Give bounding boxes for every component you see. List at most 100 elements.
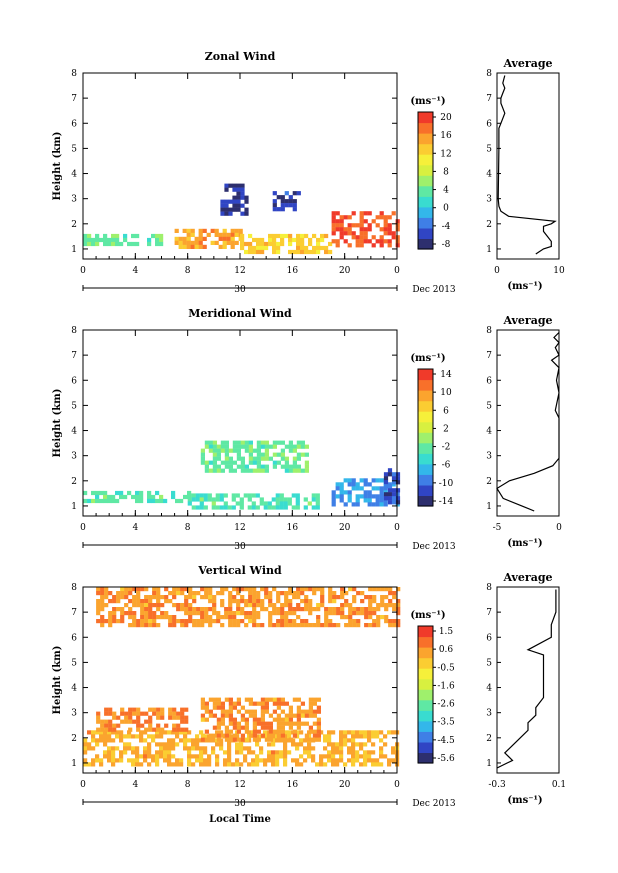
colorbar-swatch [418,668,433,680]
heatmap-cell [252,729,257,734]
heatmap-cell [234,240,239,245]
heatmap-cell [244,241,249,247]
heatmap-cell [171,730,176,735]
colorbar-swatch [418,647,433,659]
heatmap-cell [347,730,352,735]
x-tick-label: 20 [339,780,351,790]
heatmap-cell [216,615,221,620]
heatmap-cell [375,494,380,499]
heatmap-cell [347,498,352,503]
heatmap-cell [379,243,384,248]
heatmap-cell [331,742,336,747]
heatmap-cell [340,587,345,592]
heatmap-cell [204,701,209,706]
heatmap-cell [159,746,164,751]
heatmap-cell [163,742,168,747]
avg-y-tick-label: 6 [486,376,492,386]
heatmap-cell [184,595,189,600]
colorbar-frame [417,368,434,507]
heatmap-cell [220,717,225,722]
x-tick-label: 12 [234,266,245,276]
heatmap-cell [184,619,189,624]
heatmap-cell [248,452,253,457]
heatmap-cell [234,232,239,237]
heatmap-cell [276,245,281,251]
heatmap-cell [124,719,129,724]
heatmap-cell [288,468,293,473]
heatmap-cell [328,623,333,628]
heatmap-cell [323,746,328,751]
heatmap-cell [232,448,237,453]
heatmap-cell [120,611,125,616]
heatmap-cell [208,709,213,714]
avg-x-tick-label: 0 [494,266,500,276]
heatmap-cell [296,725,301,730]
heatmap-cell [222,228,227,233]
heatmap-cell [332,611,337,616]
heatmap-cell [395,496,401,501]
heatmap-cell [251,501,256,506]
heatmap-cell [227,754,232,759]
heatmap-cell [263,734,268,739]
heatmap-cell [320,237,325,243]
heatmap-cell [359,227,364,232]
heatmap-cell [312,729,317,734]
heatmap-cell [203,734,208,739]
heatmap-cell [288,195,293,200]
heatmap-cell [220,615,225,620]
heatmap-cell [323,762,328,767]
heatmap-cell [280,207,285,212]
heatmap-cell [136,591,141,596]
heatmap-cell [96,603,101,608]
heatmap-cell [343,502,348,507]
heatmap-cell [276,701,281,706]
heatmap-cell [300,241,305,247]
heatmap-cell [264,444,269,449]
heatmap-cell [263,501,268,506]
heatmap-cell [304,464,309,469]
heatmap-cell [255,758,260,763]
heatmap-cell [164,595,169,600]
heatmap-cell [203,762,208,767]
heatmap-cell [200,701,205,706]
heatmap-cell [107,758,112,763]
heatmap-cell [119,730,124,735]
heatmap-cell [156,591,161,596]
heatmap-cell [240,241,245,247]
heatmap-cell [147,241,152,247]
heatmap-cell [186,244,191,249]
heatmap-cell [235,742,240,747]
y-tick-label: 8 [71,69,77,79]
avg-y-tick-label: 2 [486,734,492,744]
heatmap-cell [95,730,100,735]
heatmap-cell [240,444,245,449]
heatmap-cell [379,486,384,491]
heatmap-cell [260,705,265,710]
heatmap-cell [352,619,357,624]
heatmap-cell [212,713,217,718]
heatmap-cell [299,730,304,735]
heatmap-cell [284,456,289,461]
heatmap-cell [240,599,245,604]
heatmap-cell [284,191,289,196]
heatmap-cell [352,611,357,616]
heatmap-cell [227,734,232,739]
heatmap-cell [296,587,301,592]
heatmap-cell [108,623,113,628]
heatmap-cell [227,738,232,743]
heatmap-cell [292,249,297,255]
heatmap-cell [120,595,125,600]
heatmap-cell [83,758,88,763]
heatmap-cell [115,758,120,763]
heatmap-cell [359,239,364,244]
heatmap-cell [144,611,149,616]
heatmap-cell [387,758,392,763]
heatmap-cell [186,228,191,233]
heatmap-cell [324,233,329,239]
heatmap-cell [296,233,301,239]
colorbar-tick-label: -8 [442,240,451,250]
avg-y-tick-label: 2 [486,220,492,230]
heatmap-cell [339,235,344,240]
heatmap-cell [283,497,288,502]
heatmap-cell [264,456,269,461]
